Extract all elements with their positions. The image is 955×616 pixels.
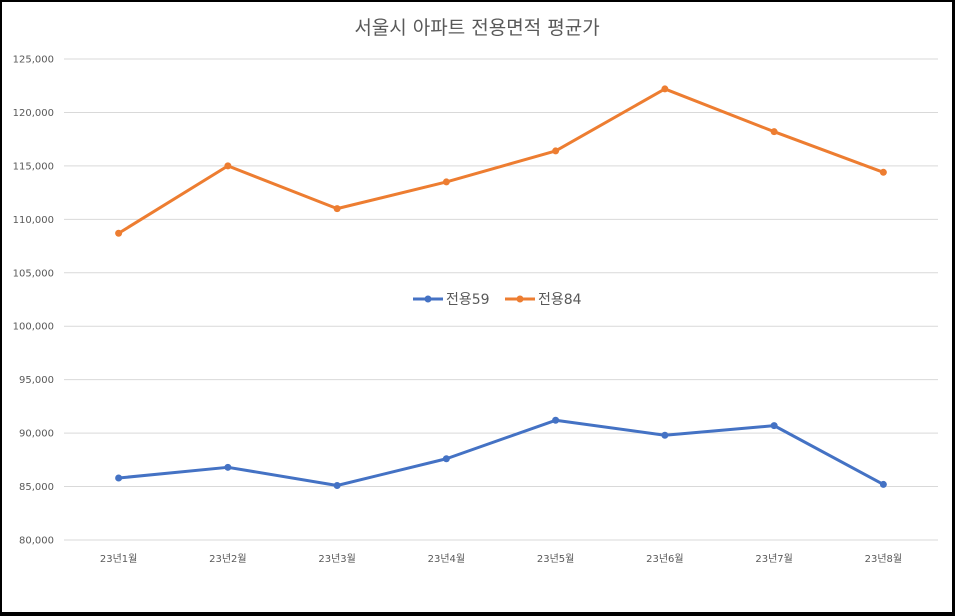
legend-label: 전용59 (446, 292, 490, 308)
data-point (552, 147, 560, 155)
x-tick-label: 23년6월 (646, 553, 684, 565)
series-1 (115, 416, 887, 489)
data-point (115, 229, 123, 237)
x-tick-label: 23년8월 (865, 553, 903, 565)
legend-item: 전용84 (505, 292, 582, 308)
x-tick-label: 23년1월 (100, 553, 138, 565)
y-tick-label: 110,000 (13, 215, 54, 226)
y-tick-label: 125,000 (13, 55, 54, 66)
data-point (770, 422, 778, 430)
legend-marker (424, 295, 432, 303)
x-tick-label: 23년3월 (318, 553, 356, 565)
y-tick-label: 115,000 (13, 161, 54, 172)
data-point (661, 431, 669, 439)
series-line (117, 418, 885, 487)
x-tick-label: 23년4월 (428, 553, 466, 565)
series-line (117, 87, 885, 235)
x-tick-label: 23년2월 (209, 553, 247, 565)
y-tick-label: 95,000 (19, 375, 54, 386)
x-axis-ticks: 23년1월 23년2월 23년3월 23년4월 23년5월 23년6월 23년7월 23년8월 (100, 553, 902, 565)
y-axis-ticks: 80,000 85,000 90,000 95,000 100,000 105,000 11… (13, 55, 54, 547)
data-point (770, 128, 778, 136)
y-tick-label: 85,000 (19, 482, 54, 493)
data-point (333, 481, 341, 489)
x-tick-label: 23년5월 (537, 553, 575, 565)
legend-item: 전용59 (413, 292, 490, 308)
chart-title: 서울시 아파트 전용면적 평균가 (354, 17, 599, 39)
data-point (115, 474, 123, 482)
data-point (224, 463, 232, 471)
y-tick-label: 80,000 (19, 536, 54, 547)
data-point (552, 416, 560, 424)
data-point (879, 480, 887, 488)
gridlines (64, 58, 938, 541)
data-point (879, 168, 887, 176)
y-tick-label: 120,000 (13, 108, 54, 119)
data-point (333, 205, 341, 213)
series-layer (115, 85, 887, 489)
series-2 (115, 85, 887, 237)
y-tick-label: 90,000 (19, 429, 54, 440)
data-point (224, 162, 232, 170)
legend-label: 전용84 (538, 292, 582, 308)
x-tick-label: 23년7월 (755, 553, 793, 565)
data-point (661, 85, 669, 93)
legend-marker (516, 295, 524, 303)
data-point (442, 455, 450, 463)
legend: 전용59 전용84 (413, 292, 582, 308)
y-tick-label: 105,000 (13, 268, 54, 279)
data-point (442, 178, 450, 186)
y-tick-label: 100,000 (13, 322, 54, 333)
